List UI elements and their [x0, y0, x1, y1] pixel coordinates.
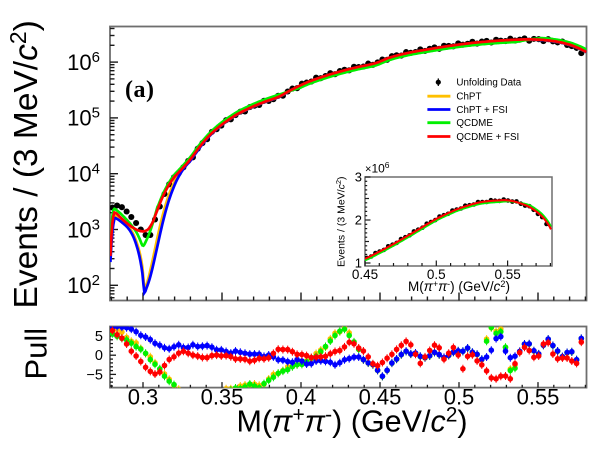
svg-text:0.3: 0.3	[128, 385, 159, 410]
svg-text:0.55: 0.55	[494, 267, 520, 282]
svg-text:0: 0	[95, 348, 103, 364]
svg-text:(a): (a)	[125, 77, 154, 103]
svg-text:0.5: 0.5	[427, 267, 446, 282]
svg-text:103: 103	[67, 216, 100, 242]
svg-text:M(π+π-) (GeV/c2): M(π+π-) (GeV/c2)	[408, 279, 510, 294]
svg-text:3: 3	[355, 170, 362, 185]
svg-text:×106: ×106	[365, 160, 390, 176]
svg-text:0.35: 0.35	[201, 385, 244, 410]
svg-text:QCDME: QCDME	[456, 118, 493, 129]
svg-text:2: 2	[355, 213, 362, 228]
svg-text:QCDME + FSI: QCDME + FSI	[456, 132, 519, 143]
svg-text:0.45: 0.45	[359, 385, 402, 410]
svg-text:Pull: Pull	[19, 328, 54, 380]
svg-text:0.4: 0.4	[286, 385, 317, 410]
svg-text:Unfolding Data: Unfolding Data	[456, 78, 521, 89]
svg-text:0.45: 0.45	[352, 267, 378, 282]
svg-text:−5: −5	[86, 367, 103, 383]
svg-text:1: 1	[355, 256, 362, 271]
svg-text:M(π+π-) (GeV/c2): M(π+π-) (GeV/c2)	[236, 404, 467, 439]
svg-text:Events / (3 MeV/c2): Events / (3 MeV/c2)	[5, 20, 45, 308]
svg-text:Events / (3 MeV/c2): Events / (3 MeV/c2)	[334, 176, 348, 267]
svg-text:0.55: 0.55	[517, 385, 560, 410]
svg-text:0.5: 0.5	[444, 385, 475, 410]
svg-text:5: 5	[95, 329, 103, 345]
svg-text:ChPT + FSI: ChPT + FSI	[456, 105, 507, 116]
svg-text:ChPT: ChPT	[456, 92, 481, 103]
